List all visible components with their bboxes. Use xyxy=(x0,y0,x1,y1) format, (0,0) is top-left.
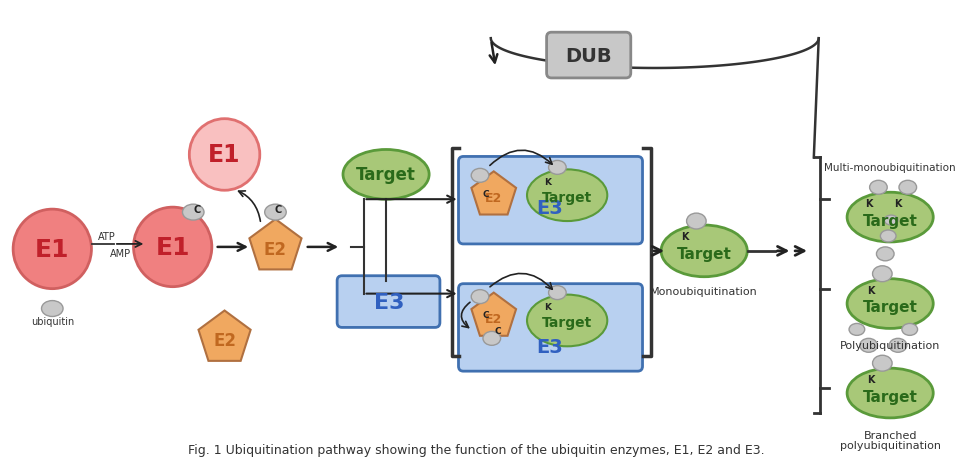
FancyBboxPatch shape xyxy=(546,33,630,79)
Text: K: K xyxy=(866,374,873,384)
Text: K: K xyxy=(544,177,550,187)
Circle shape xyxy=(14,210,91,289)
Ellipse shape xyxy=(889,338,906,352)
Text: Fig. 1 Ubiquitination pathway showing the function of the ubiquitin enzymes, E1,: Fig. 1 Ubiquitination pathway showing th… xyxy=(188,443,764,456)
Text: K: K xyxy=(893,199,901,209)
Text: ubiquitin: ubiquitin xyxy=(31,317,74,327)
Text: E3: E3 xyxy=(373,292,404,312)
Circle shape xyxy=(189,119,260,191)
Text: E2: E2 xyxy=(484,191,502,204)
Text: C: C xyxy=(483,189,488,198)
Ellipse shape xyxy=(686,213,705,230)
Polygon shape xyxy=(471,172,516,215)
Text: polyubiquitination: polyubiquitination xyxy=(839,440,940,450)
Ellipse shape xyxy=(880,231,895,243)
Ellipse shape xyxy=(471,169,488,183)
Text: Target: Target xyxy=(676,247,731,262)
Text: C: C xyxy=(274,205,282,215)
Ellipse shape xyxy=(859,338,877,352)
Text: C: C xyxy=(194,205,201,215)
Text: Target: Target xyxy=(861,300,917,314)
Ellipse shape xyxy=(898,181,916,195)
FancyBboxPatch shape xyxy=(337,276,440,328)
Polygon shape xyxy=(471,293,516,336)
Ellipse shape xyxy=(848,324,863,336)
Text: Monoubiquitination: Monoubiquitination xyxy=(649,286,758,296)
FancyBboxPatch shape xyxy=(458,157,641,244)
Ellipse shape xyxy=(876,247,893,261)
Ellipse shape xyxy=(526,170,607,222)
Polygon shape xyxy=(249,219,301,270)
Text: ATP: ATP xyxy=(98,232,116,241)
Ellipse shape xyxy=(846,279,932,329)
Text: C: C xyxy=(494,326,500,335)
FancyBboxPatch shape xyxy=(458,284,641,371)
Text: Target: Target xyxy=(542,316,592,330)
Text: E3: E3 xyxy=(536,198,562,217)
Text: Target: Target xyxy=(356,166,416,184)
Ellipse shape xyxy=(901,324,917,336)
Text: E3: E3 xyxy=(536,337,562,356)
Ellipse shape xyxy=(846,369,932,418)
Text: Target: Target xyxy=(861,388,917,404)
Ellipse shape xyxy=(548,286,566,300)
Text: Target: Target xyxy=(542,191,592,205)
Ellipse shape xyxy=(526,295,607,347)
Text: E1: E1 xyxy=(208,143,240,167)
Text: Target: Target xyxy=(861,213,917,228)
Ellipse shape xyxy=(661,225,746,277)
Ellipse shape xyxy=(846,193,932,243)
Ellipse shape xyxy=(42,301,63,317)
Text: Branched: Branched xyxy=(862,430,916,440)
Ellipse shape xyxy=(872,356,891,371)
Text: E2: E2 xyxy=(484,313,502,325)
Text: K: K xyxy=(680,232,688,241)
Text: C: C xyxy=(483,310,488,319)
Text: K: K xyxy=(864,199,871,209)
Ellipse shape xyxy=(884,216,897,225)
Text: Multi-monoubiquitination: Multi-monoubiquitination xyxy=(824,163,955,173)
Polygon shape xyxy=(199,311,250,361)
Ellipse shape xyxy=(483,332,500,345)
Text: E1: E1 xyxy=(35,238,70,261)
Text: DUB: DUB xyxy=(565,46,611,65)
Text: E2: E2 xyxy=(264,240,287,258)
Ellipse shape xyxy=(872,266,891,282)
Ellipse shape xyxy=(265,205,286,220)
Ellipse shape xyxy=(869,181,887,195)
Text: AMP: AMP xyxy=(110,248,131,258)
Text: K: K xyxy=(544,302,550,312)
Circle shape xyxy=(134,208,211,287)
Ellipse shape xyxy=(182,205,203,220)
Ellipse shape xyxy=(343,150,428,200)
Ellipse shape xyxy=(471,290,488,304)
Text: E1: E1 xyxy=(155,235,190,259)
Ellipse shape xyxy=(548,161,566,175)
Text: E2: E2 xyxy=(213,332,235,350)
Text: Polyubiquitination: Polyubiquitination xyxy=(839,341,939,350)
Text: K: K xyxy=(866,285,873,295)
